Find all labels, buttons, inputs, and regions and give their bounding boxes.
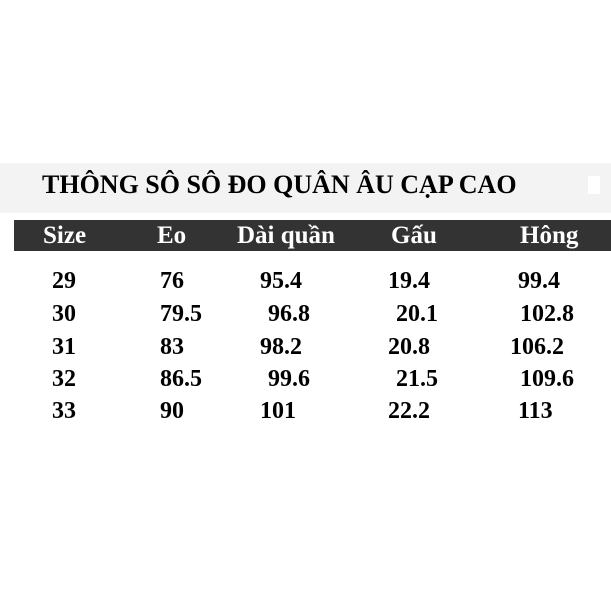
cell-size: 30 <box>52 301 76 327</box>
cell-size: 31 <box>52 334 76 360</box>
title-band <box>0 163 611 213</box>
cell-hong: 109.6 <box>520 366 574 392</box>
cell-eo: 79.5 <box>160 301 202 327</box>
header-eo: Eo <box>157 222 187 249</box>
cell-gau: 20.8 <box>388 334 430 360</box>
cell-gau: 22.2 <box>388 398 430 424</box>
cell-eo: 83 <box>160 334 184 360</box>
cell-hong: 106.2 <box>510 334 564 360</box>
cell-eo: 76 <box>160 268 184 294</box>
cell-eo: 86.5 <box>160 366 202 392</box>
cell-dai-quan: 96.8 <box>268 301 310 327</box>
header-hong: Hông <box>520 222 579 249</box>
chart-title: THÔNG SÔ SÔ ĐO QUÂN ÂU CẠP CAO <box>42 170 517 199</box>
cell-size: 29 <box>52 268 76 294</box>
cell-dai-quan: 101 <box>260 398 296 424</box>
decorative-box <box>588 176 600 194</box>
cell-dai-quan: 99.6 <box>268 366 310 392</box>
cell-dai-quan: 95.4 <box>260 268 302 294</box>
header-dai-quan: Dài quần <box>237 222 335 249</box>
cell-size: 33 <box>52 398 76 424</box>
cell-dai-quan: 98.2 <box>260 334 302 360</box>
header-gau: Gấu <box>391 222 437 249</box>
cell-size: 32 <box>52 366 76 392</box>
cell-gau: 19.4 <box>388 268 430 294</box>
cell-hong: 99.4 <box>518 268 560 294</box>
header-size: Size <box>43 222 87 249</box>
cell-hong: 102.8 <box>520 301 574 327</box>
cell-gau: 21.5 <box>396 366 438 392</box>
cell-eo: 90 <box>160 398 184 424</box>
cell-hong: 113 <box>518 398 553 424</box>
table-header <box>14 220 611 251</box>
cell-gau: 20.1 <box>396 301 438 327</box>
